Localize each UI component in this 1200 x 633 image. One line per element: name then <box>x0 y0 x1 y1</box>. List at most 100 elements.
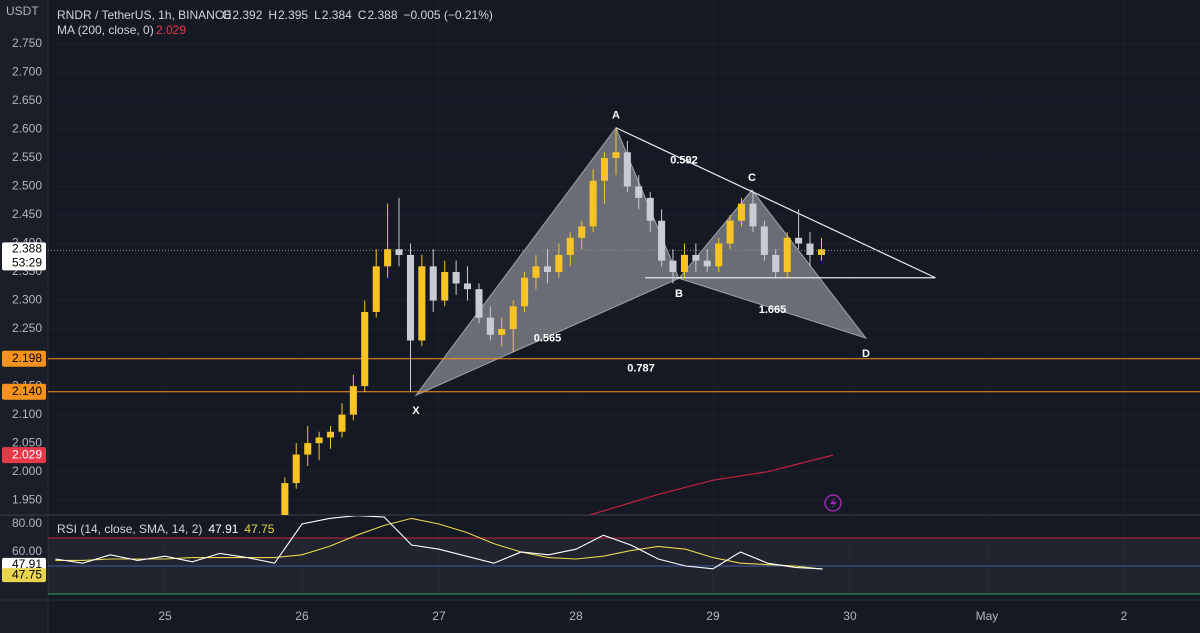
candle-body <box>281 483 289 515</box>
candle-body <box>749 203 757 227</box>
candle-body <box>600 157 609 181</box>
ma-line <box>589 454 834 515</box>
candle-body <box>543 266 552 273</box>
ohlc-key: L <box>314 8 321 22</box>
candle-body <box>658 220 666 261</box>
price-line-label-box <box>2 350 46 367</box>
ma-value: 2.029 <box>156 23 186 37</box>
ma-axis-label: 2.029 <box>12 447 42 461</box>
candle-body <box>806 243 814 255</box>
candle-body <box>326 431 335 438</box>
ohlc-key: H <box>268 8 277 22</box>
last-price-box <box>2 242 46 271</box>
candle-body <box>486 317 494 335</box>
rsi-label: RSI (14, close, SMA, 14, 2) <box>57 522 202 536</box>
ohlc-value: 2.392 <box>232 8 262 22</box>
candle-body <box>578 226 586 238</box>
y-tick-label: 2.100 <box>12 407 42 421</box>
pattern-point-label: X <box>412 405 420 417</box>
ma-axis-label-box <box>2 447 46 464</box>
x-tick-label: May <box>976 609 999 623</box>
candle-body <box>566 237 574 255</box>
candle-body <box>372 266 380 312</box>
candle-body <box>795 237 803 244</box>
x-tick-label: 28 <box>569 609 583 623</box>
candle-body <box>726 220 734 244</box>
y-tick-label: 2.050 <box>12 435 42 449</box>
candle-body <box>406 254 415 341</box>
candle-body <box>475 289 483 318</box>
candle-body <box>521 277 529 307</box>
pattern-point-label: D <box>862 348 870 360</box>
candle-body <box>635 186 643 198</box>
candle-body <box>429 266 437 301</box>
main-pane: X A B C D 0.565 0.592 1.665 0.787 <box>48 110 1200 515</box>
rsi-tick-label: 80.00 <box>12 516 42 530</box>
candle-body <box>589 180 597 227</box>
ohlc-value: 2.384 <box>322 8 352 22</box>
rsi-line <box>55 516 823 570</box>
pattern-point-label: A <box>612 110 620 122</box>
indicator-icon[interactable] <box>824 494 842 512</box>
candle-body <box>532 266 540 278</box>
y-tick-label: 2.600 <box>12 122 42 136</box>
y-tick-label: 2.000 <box>12 464 42 478</box>
candle-body <box>703 260 711 267</box>
y-tick-label: 2.550 <box>12 150 42 164</box>
candle-body <box>612 152 620 158</box>
ohlc-value: 2.395 <box>278 8 308 22</box>
candle-body <box>395 249 403 255</box>
candle-body <box>418 266 426 341</box>
y-tick-label: 2.750 <box>12 36 42 50</box>
axes: 252627282930May21.9502.0002.0502.1002.15… <box>2 36 1128 623</box>
candle-body <box>349 386 357 415</box>
y-tick-label: 2.450 <box>12 207 42 221</box>
y-tick-label: 2.500 <box>12 179 42 193</box>
candle-body <box>463 283 472 290</box>
ohlc-value: 2.388 <box>367 8 397 22</box>
rsi-line <box>55 517 823 570</box>
candle-body <box>555 254 563 273</box>
ohlc-key: O <box>222 8 231 22</box>
candle-body <box>783 237 791 273</box>
rsi-value-label: 47.91 <box>12 557 42 571</box>
x-tick-label: 2 <box>1121 609 1128 623</box>
candle-body <box>452 272 460 284</box>
rsi-value-label: 47.75 <box>12 567 42 581</box>
price-axis-panel <box>0 0 48 633</box>
candle-body <box>737 203 745 221</box>
ohlc-key: C <box>358 8 367 22</box>
y-tick-label: 2.250 <box>12 321 42 335</box>
candle-body <box>315 437 323 444</box>
candle-body <box>304 443 312 455</box>
candle-body <box>817 249 826 255</box>
candle-body <box>338 414 346 432</box>
rsi-value-box <box>2 568 46 583</box>
price-line-label: 2.140 <box>12 384 42 398</box>
candle-body <box>498 329 506 335</box>
candle-body <box>692 254 700 261</box>
grid <box>48 0 1200 600</box>
last-price-label: 2.388 <box>12 242 42 256</box>
y-tick-label: 1.950 <box>12 492 42 506</box>
candle-body <box>361 311 369 387</box>
x-tick-label: 29 <box>706 609 720 623</box>
candle-body <box>292 454 300 484</box>
axis-unit: USDT <box>6 4 39 18</box>
candle-body <box>772 254 780 273</box>
ma-label: MA (200, close, 0) <box>57 23 154 37</box>
pattern-ratio: 0.565 <box>534 333 562 345</box>
y-tick-label: 2.300 <box>12 293 42 307</box>
price-line-label-box <box>2 383 46 400</box>
countdown: 53:29 <box>12 256 42 270</box>
x-tick-label: 26 <box>295 609 309 623</box>
symbol: RNDR / TetherUS, 1h, BINANCE <box>57 8 232 22</box>
candle-body <box>680 254 689 273</box>
trendline <box>615 127 936 279</box>
x-tick-label: 27 <box>432 609 446 623</box>
y-tick-label: 2.650 <box>12 93 42 107</box>
rsi-tick-label: 60.00 <box>12 544 42 558</box>
